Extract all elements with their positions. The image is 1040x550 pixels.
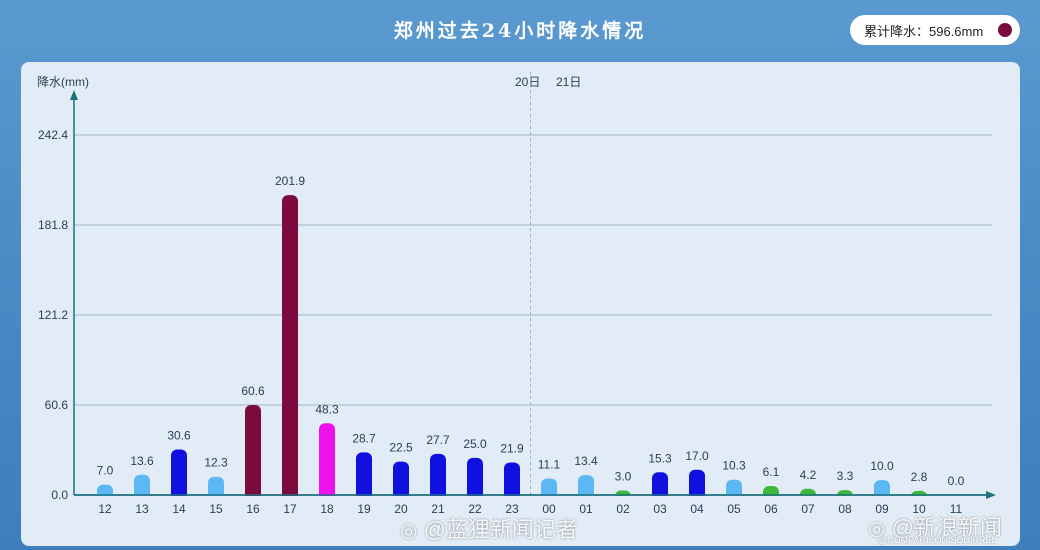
- data-label: 25.0: [463, 437, 487, 451]
- bar: [652, 472, 668, 501]
- y-tick-label: 0.0: [51, 488, 68, 502]
- axis-mask: [74, 496, 986, 502]
- watermark-credit: @COMPARISON/SQUIRREL: [878, 535, 997, 545]
- bar: [282, 195, 298, 502]
- data-label: 30.6: [167, 429, 191, 443]
- data-label: 10.3: [722, 459, 746, 473]
- x-tick-label: 18: [320, 502, 334, 516]
- data-label: 6.1: [763, 465, 780, 479]
- total-precipitation-badge: 累计降水：596.6mm: [850, 15, 1020, 45]
- bar: [393, 461, 409, 501]
- bar: [430, 453, 446, 501]
- watermark-right-text: @新浪新闻: [891, 515, 1002, 540]
- bar: [874, 480, 890, 501]
- watermark-left: ◎ @蓝狸新闻记者: [400, 512, 578, 544]
- data-label: 22.5: [389, 441, 413, 455]
- data-label: 201.9: [275, 174, 305, 188]
- day-label-21: 21日: [556, 75, 582, 89]
- x-tick-label: 15: [209, 502, 223, 516]
- total-precipitation-label: 累计降水：596.6mm: [864, 23, 984, 39]
- data-label: 3.0: [615, 470, 632, 484]
- x-tick-label: 22: [468, 502, 482, 516]
- data-label: 0.0: [948, 474, 965, 488]
- x-tick-label: 19: [357, 502, 371, 516]
- y-tick-label: 60.6: [45, 398, 69, 412]
- data-label: 48.3: [315, 402, 339, 416]
- x-tick-label: 16: [246, 502, 260, 516]
- data-label: 3.3: [837, 469, 854, 483]
- y-axis-arrow: [70, 90, 78, 100]
- y-axis-label: 降水(mm): [37, 75, 89, 89]
- data-label: 60.6: [241, 384, 265, 398]
- x-tick-label: 05: [727, 502, 741, 516]
- data-label: 13.6: [130, 454, 154, 468]
- x-tick-label: 01: [579, 502, 593, 516]
- x-tick-label: 12: [98, 502, 112, 516]
- data-label: 10.0: [870, 459, 894, 473]
- x-axis-arrow: [986, 491, 996, 499]
- x-tick-label: 11: [950, 502, 963, 516]
- data-label: 21.9: [500, 441, 524, 455]
- x-tick-label: 14: [172, 502, 186, 516]
- x-tick-label: 13: [135, 502, 149, 516]
- bar: [356, 452, 372, 501]
- x-tick-label: 04: [690, 502, 704, 516]
- bar: [245, 405, 261, 501]
- chart-panel: [21, 62, 1020, 546]
- watermark-left-text: @蓝狸新闻记者: [423, 517, 578, 542]
- x-tick-label: 10: [912, 502, 926, 516]
- data-label: 2.8: [911, 470, 928, 484]
- data-label: 28.7: [352, 431, 376, 445]
- bar: [319, 423, 335, 501]
- bar: [689, 469, 705, 501]
- weibo-icon: ◎: [868, 518, 886, 540]
- total-color-dot: [998, 23, 1012, 37]
- data-label: 27.7: [426, 433, 450, 447]
- day-label-20: 20日: [515, 75, 541, 89]
- x-tick-label: 02: [616, 502, 630, 516]
- data-label: 13.4: [574, 454, 598, 468]
- data-label: 12.3: [204, 456, 228, 470]
- weibo-icon: ◎: [400, 520, 418, 542]
- data-label: 11.1: [538, 458, 561, 472]
- data-label: 17.0: [685, 449, 709, 463]
- bar: [467, 457, 483, 501]
- x-tick-label: 21: [431, 502, 445, 516]
- x-tick-label: 17: [283, 502, 297, 516]
- data-label: 15.3: [648, 451, 672, 465]
- data-label: 4.2: [800, 468, 817, 482]
- x-tick-label: 03: [653, 502, 667, 516]
- y-tick-label: 242.4: [38, 128, 68, 142]
- data-label: 7.0: [97, 464, 114, 478]
- x-tick-label: 20: [394, 502, 408, 516]
- bar: [504, 462, 520, 501]
- y-tick-label: 121.2: [38, 308, 68, 322]
- x-tick-label: 06: [764, 502, 778, 516]
- y-tick-label: 181.8: [38, 218, 68, 232]
- watermark-right: ◎ @新浪新闻: [868, 510, 1002, 542]
- bar: [171, 449, 187, 501]
- x-tick-label: 07: [801, 502, 815, 516]
- x-tick-label: 09: [875, 502, 889, 516]
- chart-title: 郑州过去24小时降水情况: [393, 20, 647, 42]
- x-tick-label: 23: [505, 502, 519, 516]
- x-tick-label: 08: [838, 502, 852, 516]
- x-tick-label: 00: [542, 502, 556, 516]
